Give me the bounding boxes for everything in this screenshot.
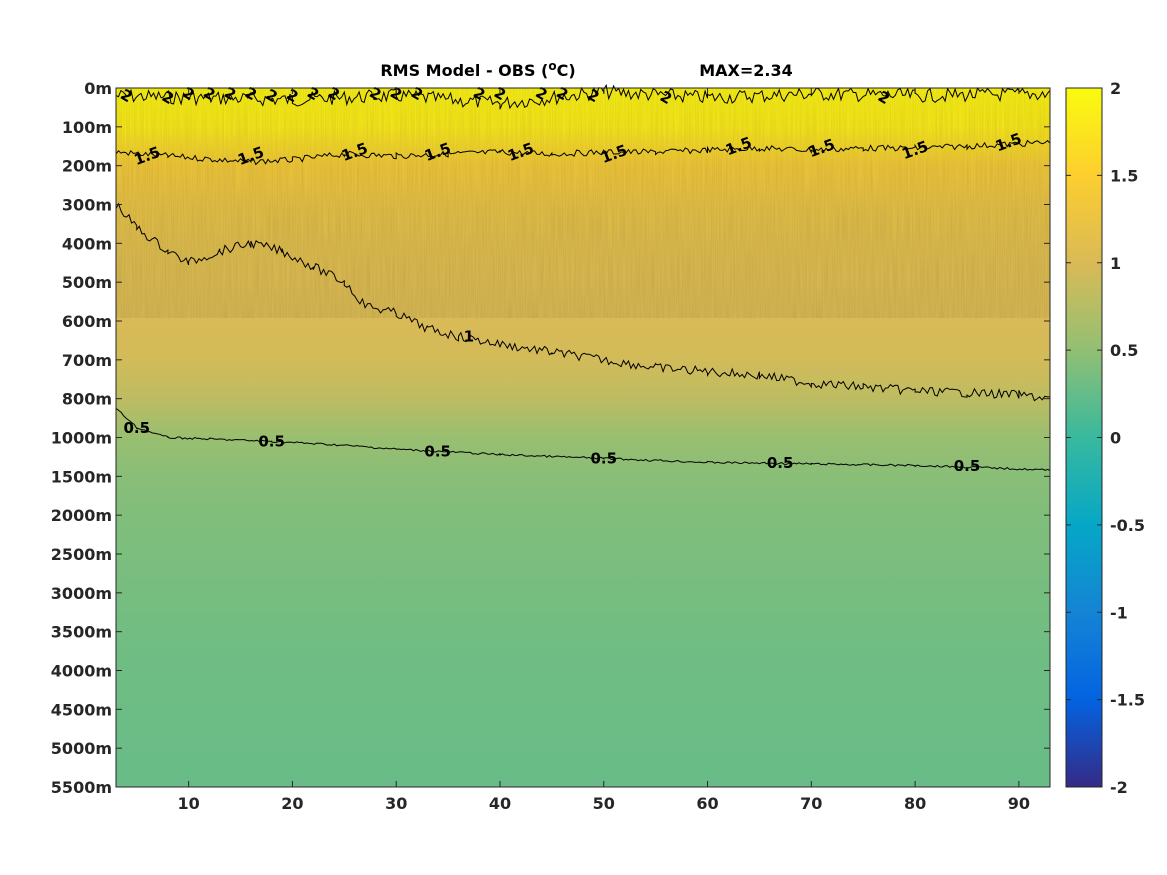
colorbar-tick-label: 1 — [1110, 254, 1121, 273]
colorbar-tick-label: -0.5 — [1110, 516, 1145, 535]
contour-label: 0.5 — [424, 442, 451, 460]
colorbar-tick-label: -1 — [1110, 603, 1128, 622]
contour-label: 1 — [464, 328, 474, 346]
y-tick-label: 4500m — [51, 700, 112, 719]
contour-line-1 — [115, 202, 1050, 402]
y-tick-label: 0m — [84, 79, 112, 98]
y-tick-label: 500m — [62, 273, 112, 292]
x-tick-label: 40 — [489, 794, 511, 813]
x-tick-label: 90 — [1008, 794, 1030, 813]
contour-label: 0.5 — [258, 432, 285, 450]
colorbar: 2 1.5 1 0.5 0 -0.5 -1 -1.5 -2 — [1065, 79, 1145, 797]
colorbar-tick-label: 0.5 — [1110, 341, 1138, 360]
contour-lines — [115, 83, 1051, 471]
colorbar-tick-label: 2 — [1110, 79, 1121, 98]
y-tick-label: 2500m — [51, 545, 112, 564]
y-axis: 0m 100m 200m 300m 400m 500m 600m 700m 800m 1000m 1… — [51, 79, 1050, 797]
contour-label: 0.5 — [590, 449, 617, 467]
colorbar-ticks: 2 1.5 1 0.5 0 -0.5 -1 -1.5 -2 — [1066, 79, 1145, 797]
contour-line-0.5 — [115, 408, 1051, 471]
colorbar-tick-label: 1.5 — [1110, 166, 1138, 185]
colorbar-tick-label: -1.5 — [1110, 691, 1145, 710]
x-tick-label: 10 — [178, 794, 200, 813]
y-tick-label: 5000m — [51, 739, 112, 758]
contour-label: 0.5 — [954, 457, 981, 475]
colorbar-tick-label: 0 — [1110, 429, 1121, 448]
y-tick-label: 600m — [62, 312, 112, 331]
y-tick-label: 2000m — [51, 506, 112, 525]
x-tick-label: 80 — [904, 794, 926, 813]
y-tick-label: 100m — [62, 118, 112, 137]
y-tick-label: 4000m — [51, 662, 112, 681]
y-tick-label: 3500m — [51, 623, 112, 642]
x-tick-label: 30 — [385, 794, 407, 813]
colorbar-tick-label: -2 — [1110, 778, 1128, 797]
contour-line-1.5 — [115, 139, 1051, 166]
x-tick-label: 50 — [593, 794, 615, 813]
contour-label: 0.5 — [123, 419, 150, 437]
y-tick-label: 800m — [62, 390, 112, 409]
y-tick-label: 1500m — [51, 467, 112, 486]
y-tick-label: 5500m — [51, 778, 112, 797]
colorbar-scale — [1065, 87, 1103, 788]
x-tick-label: 20 — [281, 794, 303, 813]
title-text: RMS Model - OBS (oC) — [380, 59, 575, 80]
y-tick-label: 300m — [62, 196, 112, 215]
plot-area: 2 2 2 2 2 2 2 2 2 2 2 2 2 2 2 2 2 2 2 21.5 1.5 1.5 1.5 1.5 1.5 1.… — [115, 83, 1051, 788]
x-tick-label: 70 — [800, 794, 822, 813]
y-tick-label: 400m — [62, 234, 112, 253]
max-label: MAX=2.34 — [699, 61, 793, 80]
y-tick-label: 700m — [62, 351, 112, 370]
heatmap-texture — [116, 88, 1050, 318]
x-tick-label: 60 — [696, 794, 718, 813]
y-tick-label: 3000m — [51, 584, 112, 603]
contour-label: 0.5 — [767, 454, 794, 472]
chart-title: RMS Model - OBS (oC) MAX=2.34 — [380, 59, 792, 80]
contour-line-2 — [115, 83, 1051, 110]
x-axis: 10 20 30 40 50 60 70 80 90 — [178, 88, 1030, 813]
y-tick-label: 1000m — [51, 429, 112, 448]
y-tick-label: 200m — [62, 157, 112, 176]
